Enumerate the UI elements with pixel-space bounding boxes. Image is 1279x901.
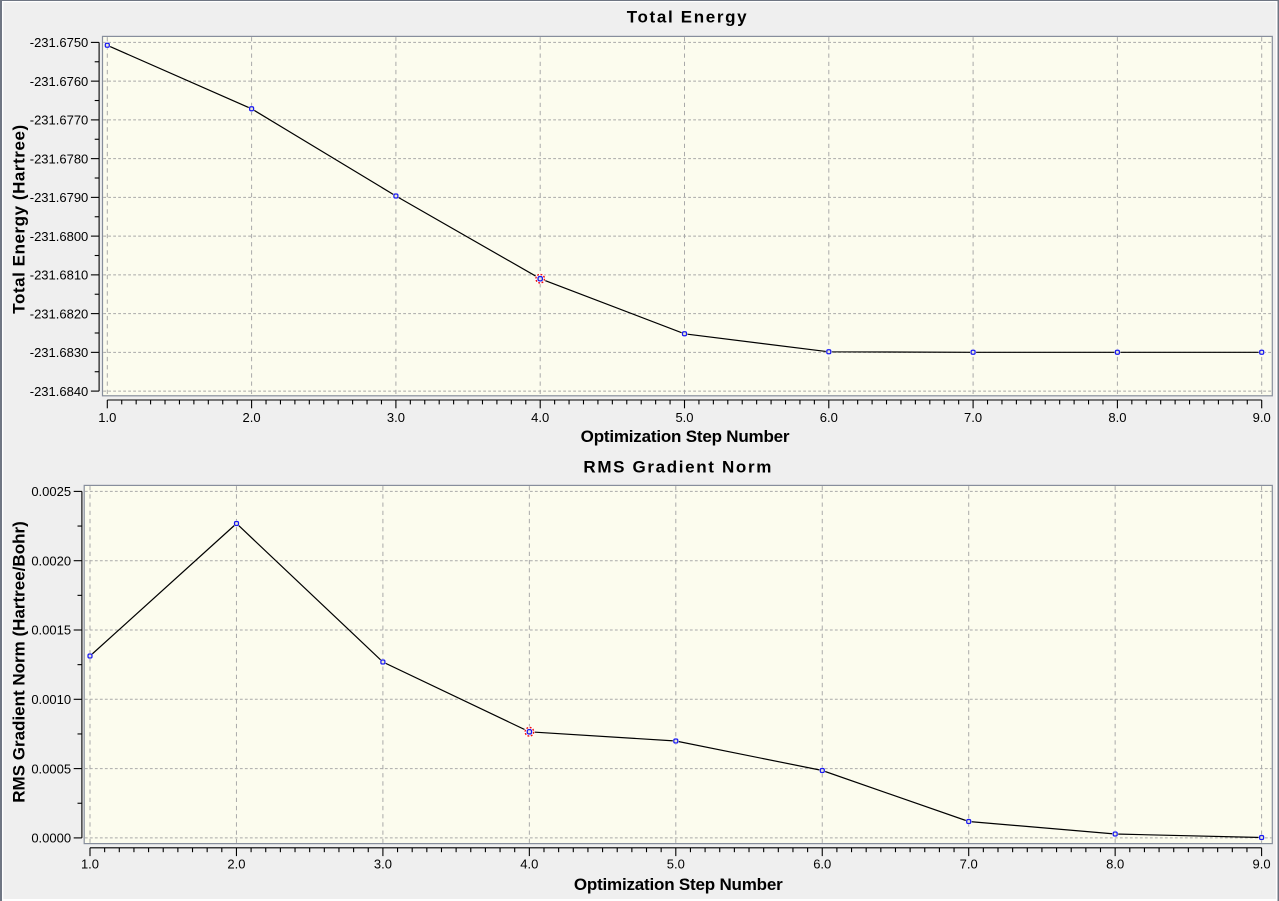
svg-text:5.0: 5.0 [667,857,685,872]
svg-text:9.0: 9.0 [1253,410,1271,425]
svg-text:RMS Gradient Norm (Hartree/Boh: RMS Gradient Norm (Hartree/Bohr) [10,521,29,802]
svg-text:5.0: 5.0 [675,410,693,425]
svg-text:-231.6820: -231.6820 [30,306,89,321]
svg-text:3.0: 3.0 [387,410,405,425]
svg-text:0.0010: 0.0010 [31,692,71,707]
svg-text:8.0: 8.0 [1106,857,1124,872]
svg-text:Optimization Step Number: Optimization Step Number [581,427,790,446]
svg-text:6.0: 6.0 [820,410,838,425]
svg-text:4.0: 4.0 [520,857,538,872]
svg-text:0.0025: 0.0025 [31,484,71,499]
svg-text:2.0: 2.0 [227,857,245,872]
svg-text:Total Energy: Total Energy [627,8,749,27]
svg-text:-231.6770: -231.6770 [30,113,89,128]
svg-text:RMS Gradient Norm: RMS Gradient Norm [583,458,773,477]
svg-text:9.0: 9.0 [1253,857,1271,872]
svg-text:7.0: 7.0 [960,857,978,872]
svg-text:-231.6790: -231.6790 [30,190,89,205]
svg-text:7.0: 7.0 [964,410,982,425]
svg-text:0.0020: 0.0020 [31,553,71,568]
svg-text:4.0: 4.0 [531,410,549,425]
svg-text:0.0005: 0.0005 [31,761,71,776]
svg-text:Total Energy (Hartree): Total Energy (Hartree) [10,124,29,313]
svg-text:Optimization Step Number: Optimization Step Number [574,875,783,894]
svg-text:-231.6840: -231.6840 [30,384,89,399]
svg-text:0.0015: 0.0015 [31,623,71,638]
svg-text:3.0: 3.0 [374,857,392,872]
svg-text:-231.6760: -231.6760 [30,74,89,89]
svg-text:1.0: 1.0 [98,410,116,425]
svg-text:-231.6800: -231.6800 [30,229,89,244]
svg-text:-231.6750: -231.6750 [30,35,89,50]
svg-text:-231.6810: -231.6810 [30,268,89,283]
svg-text:2.0: 2.0 [243,410,261,425]
svg-text:8.0: 8.0 [1108,410,1126,425]
svg-text:1.0: 1.0 [81,857,99,872]
svg-text:6.0: 6.0 [813,857,831,872]
svg-text:0.0000: 0.0000 [31,831,71,846]
svg-text:-231.6830: -231.6830 [30,345,89,360]
svg-text:-231.6780: -231.6780 [30,151,89,166]
